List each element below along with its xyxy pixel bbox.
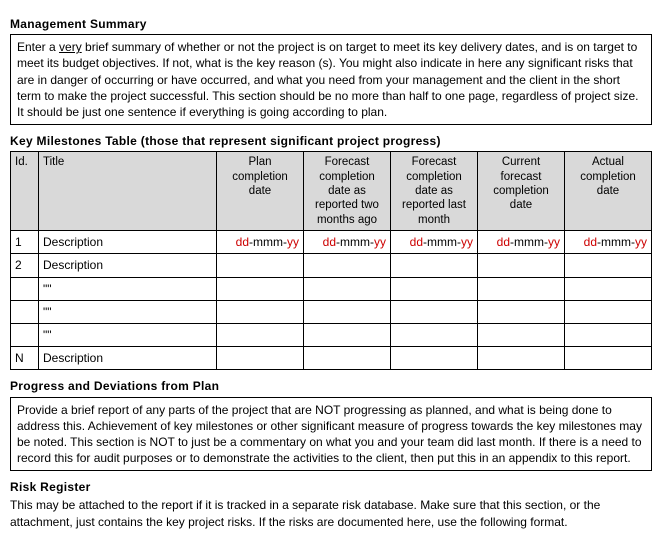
cell-title: "": [39, 323, 217, 346]
cell-date: [217, 300, 304, 323]
cell-date: [304, 277, 391, 300]
col-title: Title: [39, 152, 217, 231]
cell-date: [217, 254, 304, 277]
cell-date: [478, 254, 565, 277]
cell-date: [478, 300, 565, 323]
mgmt-summary-post: brief summary of whether or not the proj…: [17, 40, 638, 119]
milestones-body: 1Descriptiondd-mmm-yydd-mmm-yydd-mmm-yyd…: [11, 231, 652, 370]
cell-date: [217, 323, 304, 346]
cell-id: 1: [11, 231, 39, 254]
cell-date: dd-mmm-yy: [391, 231, 478, 254]
risk-heading: Risk Register: [10, 479, 652, 495]
cell-date: [391, 323, 478, 346]
cell-title: Description: [39, 231, 217, 254]
progress-body: Provide a brief report of any parts of t…: [10, 397, 652, 472]
milestones-table: Id. Title Plan completion date Forecast …: [10, 151, 652, 370]
cell-id: [11, 277, 39, 300]
cell-date: [565, 347, 652, 370]
table-row: 1Descriptiondd-mmm-yydd-mmm-yydd-mmm-yyd…: [11, 231, 652, 254]
col-fc2: Forecast completion date as reported two…: [304, 152, 391, 231]
cell-date: [304, 323, 391, 346]
cell-date: [217, 277, 304, 300]
milestones-heading: Key Milestones Table (those that represe…: [10, 133, 652, 149]
cell-id: N: [11, 347, 39, 370]
milestones-header: Id. Title Plan completion date Forecast …: [11, 152, 652, 231]
cell-date: [391, 347, 478, 370]
progress-heading: Progress and Deviations from Plan: [10, 378, 652, 394]
cell-title: "": [39, 277, 217, 300]
cell-title: Description: [39, 254, 217, 277]
mgmt-summary-pre: Enter a: [17, 40, 59, 54]
management-summary-body: Enter a very brief summary of whether or…: [10, 34, 652, 125]
col-fc1: Forecast completion date as reported las…: [391, 152, 478, 231]
col-curr: Current forecast completion date: [478, 152, 565, 231]
cell-date: [304, 300, 391, 323]
cell-date: [304, 254, 391, 277]
cell-date: [217, 347, 304, 370]
col-id: Id.: [11, 152, 39, 231]
cell-title: "": [39, 300, 217, 323]
cell-date: [391, 277, 478, 300]
cell-date: [304, 347, 391, 370]
table-row: "": [11, 323, 652, 346]
cell-date: [391, 254, 478, 277]
cell-date: [565, 323, 652, 346]
cell-date: dd-mmm-yy: [478, 231, 565, 254]
cell-id: 2: [11, 254, 39, 277]
mgmt-summary-underlined: very: [59, 40, 82, 54]
cell-id: [11, 323, 39, 346]
cell-id: [11, 300, 39, 323]
cell-date: [478, 347, 565, 370]
cell-date: [478, 277, 565, 300]
risk-body: This may be attached to the report if it…: [10, 497, 652, 529]
management-summary-heading: Management Summary: [10, 16, 652, 32]
col-actual: Actual completion date: [565, 152, 652, 231]
cell-date: dd-mmm-yy: [304, 231, 391, 254]
cell-date: [565, 300, 652, 323]
cell-title: Description: [39, 347, 217, 370]
table-row: NDescription: [11, 347, 652, 370]
table-row: "": [11, 300, 652, 323]
cell-date: [391, 300, 478, 323]
col-plan: Plan completion date: [217, 152, 304, 231]
cell-date: dd-mmm-yy: [565, 231, 652, 254]
table-row: 2Description: [11, 254, 652, 277]
cell-date: [565, 277, 652, 300]
cell-date: [478, 323, 565, 346]
cell-date: dd-mmm-yy: [217, 231, 304, 254]
table-row: "": [11, 277, 652, 300]
cell-date: [565, 254, 652, 277]
